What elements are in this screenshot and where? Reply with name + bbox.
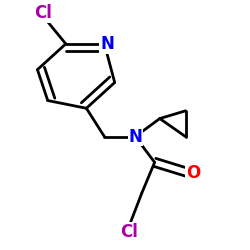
Text: O: O bbox=[186, 164, 200, 182]
Text: N: N bbox=[100, 35, 114, 53]
Text: Cl: Cl bbox=[34, 4, 52, 22]
Text: N: N bbox=[128, 128, 142, 146]
Text: Cl: Cl bbox=[120, 223, 138, 241]
